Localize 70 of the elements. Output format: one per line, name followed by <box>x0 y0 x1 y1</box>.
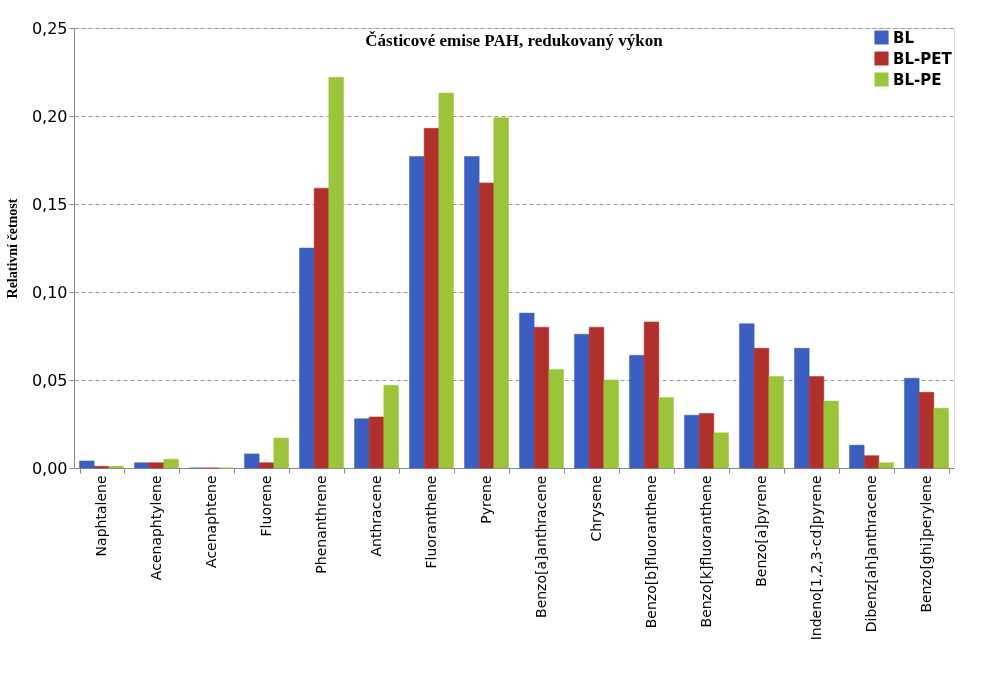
bar <box>148 462 165 469</box>
bar <box>244 453 260 469</box>
bar <box>313 187 330 469</box>
bar <box>368 416 385 469</box>
bar <box>849 444 865 469</box>
bar <box>933 407 949 469</box>
x-tick-label: Fluorene <box>258 475 274 537</box>
bar <box>629 355 645 469</box>
y-tick-label: 0,20 <box>31 106 68 126</box>
bar <box>79 460 95 469</box>
bar <box>163 458 179 469</box>
bar <box>299 247 315 469</box>
x-tick-label: Pyrene <box>478 475 494 524</box>
bar <box>478 182 495 469</box>
x-tick-label: Chrysene <box>588 475 604 542</box>
bar <box>904 377 920 469</box>
bar <box>134 462 150 469</box>
x-tick-label: Acenaphtene <box>203 475 219 568</box>
bar <box>258 462 275 469</box>
bar <box>409 156 425 469</box>
bar <box>519 312 535 469</box>
bar <box>533 326 550 469</box>
bar <box>423 128 440 469</box>
bar <box>603 379 619 469</box>
x-tick-label: Naphtalene <box>93 475 109 557</box>
x-tick-label: Dibenz[ah]anthracene <box>863 475 879 633</box>
legend-label: BL-PET <box>893 49 953 68</box>
x-tick-label: Benzo[k]fluoranthene <box>698 475 714 628</box>
bar <box>464 156 480 469</box>
bar <box>438 92 454 469</box>
y-tick-label: 0,15 <box>31 194 68 214</box>
bar <box>658 397 674 469</box>
y-tick-label: 0,10 <box>31 282 68 302</box>
x-tick-label: Benzo[b]fluoranthene <box>643 475 659 629</box>
legend-label: BL-PE <box>893 70 942 89</box>
bar <box>548 369 564 469</box>
y-axis-title: Relativní četnost <box>4 198 20 299</box>
bar <box>698 413 715 469</box>
bar <box>863 455 880 469</box>
x-tick-label: Benzo[a]pyrene <box>753 475 769 587</box>
bar <box>643 321 660 469</box>
bar <box>713 432 729 469</box>
legend-label: BL <box>893 28 915 47</box>
bar <box>794 348 810 469</box>
bar <box>493 117 509 469</box>
bar <box>918 392 935 469</box>
bar <box>808 376 825 469</box>
bar <box>878 462 894 469</box>
x-tick-label: Anthracene <box>368 475 384 557</box>
x-tick-label: Fluoranthene <box>423 475 439 569</box>
bar <box>739 323 755 469</box>
bar <box>383 385 399 469</box>
x-tick-label: Acenaphtylene <box>148 475 164 581</box>
x-tick-label: Benzo[ghi]perylene <box>918 475 934 613</box>
bar <box>588 326 605 469</box>
chart-title: Částicové emise PAH, redukovaný výkon <box>365 31 664 50</box>
bar <box>273 437 289 469</box>
bar <box>354 418 370 469</box>
x-tick-label: Indeno[1,2,3-cd]pyrene <box>808 475 824 641</box>
x-tick-label: Phenanthrene <box>313 475 329 574</box>
bar <box>328 77 344 469</box>
y-tick-label: 0,00 <box>31 458 68 478</box>
y-tick-label: 0,05 <box>31 370 68 390</box>
y-tick-label: 0,25 <box>31 18 68 38</box>
bar <box>684 414 700 469</box>
bar <box>823 400 839 469</box>
bar <box>753 348 770 469</box>
x-tick-label: Benzo[a]anthracene <box>533 475 549 618</box>
bar <box>574 333 590 469</box>
bar <box>768 376 784 469</box>
